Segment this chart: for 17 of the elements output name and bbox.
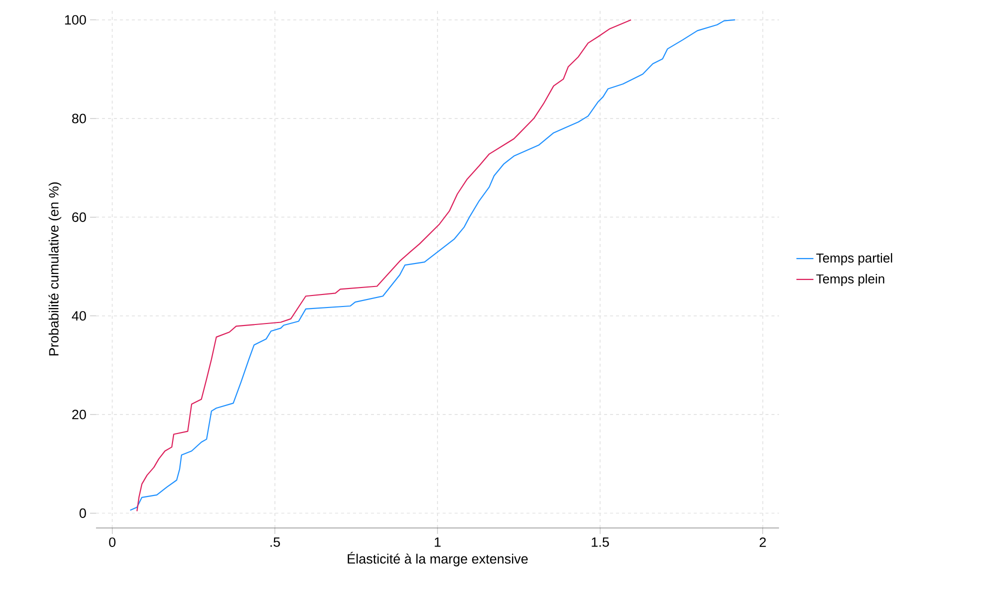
y-tick-label: 80 bbox=[72, 114, 86, 124]
y-tick-label: 20 bbox=[72, 410, 86, 420]
x-tick-label: 2 bbox=[760, 537, 766, 547]
legend-label: Temps partiel bbox=[816, 253, 892, 266]
y-axis-title: Probabilité cumulative (en %) bbox=[48, 182, 62, 356]
x-tick-label: 1 bbox=[434, 537, 441, 547]
y-tick-label: 0 bbox=[80, 508, 86, 518]
x-tick-label: 0 bbox=[109, 537, 116, 547]
x-tick-label: .5 bbox=[270, 537, 280, 547]
y-tick-label: 40 bbox=[72, 311, 86, 321]
x-tick-label: 1.5 bbox=[592, 537, 609, 547]
legend-label: Temps plein bbox=[816, 274, 884, 286]
x-axis-title: Élasticité à la marge extensive bbox=[348, 552, 528, 566]
y-tick-label: 100 bbox=[65, 15, 86, 25]
line-series bbox=[136, 19, 632, 512]
y-tick-label: 60 bbox=[72, 212, 86, 222]
line-series bbox=[130, 19, 736, 511]
